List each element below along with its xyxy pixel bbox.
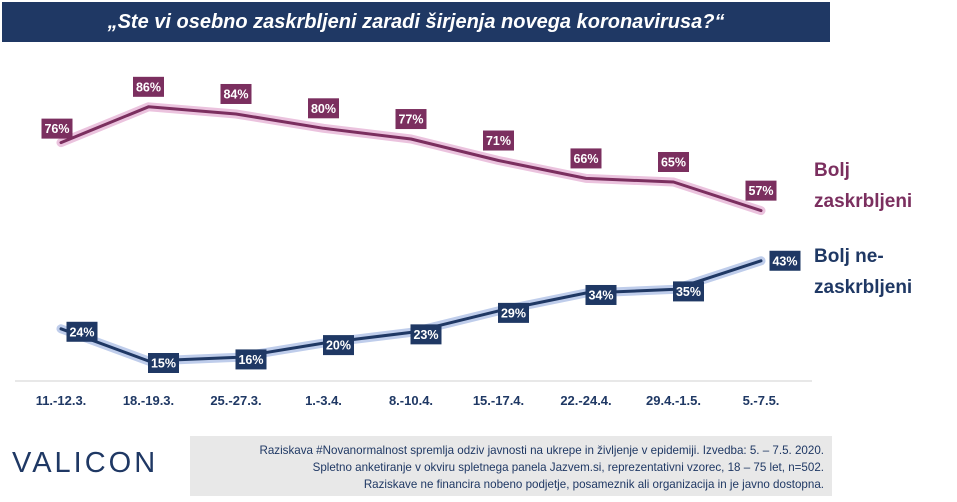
data-label: 15% xyxy=(151,357,176,371)
x-tick-label: 8.-10.4. xyxy=(389,393,433,408)
data-label: 34% xyxy=(588,288,613,302)
data-label: 76% xyxy=(44,122,69,136)
data-label: 57% xyxy=(748,184,773,198)
series-name-label: zaskrbljeni xyxy=(814,277,912,298)
x-tick-label: 1.-3.4. xyxy=(305,393,342,408)
data-label-box xyxy=(308,98,339,119)
data-label-box xyxy=(395,109,427,130)
data-label-box xyxy=(570,148,602,169)
data-label: 86% xyxy=(136,80,161,94)
data-label-box xyxy=(220,83,252,104)
data-label: 71% xyxy=(486,134,511,148)
data-label-box xyxy=(585,284,617,305)
x-tick-label: 29.4.-1.5. xyxy=(646,393,701,408)
data-label-box xyxy=(769,250,801,271)
data-label-box xyxy=(673,281,704,302)
data-label-box xyxy=(235,349,267,370)
chart-title: „Ste vi osebno zaskrbljeni zaradi širjen… xyxy=(2,2,830,42)
data-label: 23% xyxy=(413,328,438,342)
data-label: 66% xyxy=(573,152,598,166)
data-label: 77% xyxy=(398,113,423,127)
data-label: 29% xyxy=(501,306,526,320)
footnote: Raziskava #Novanormalnost spremlja odziv… xyxy=(190,436,832,496)
data-label: 24% xyxy=(69,325,94,339)
data-label: 43% xyxy=(772,254,797,268)
series-name-label: Bolj ne- xyxy=(814,246,884,267)
series-glow-2 xyxy=(56,256,766,366)
x-tick-label: 18.-19.3. xyxy=(123,393,174,408)
line-chart: 11.-12.3. 18.-19.3. 25.-27.3. 1.-3.4. 8.-10.… xyxy=(15,76,912,408)
x-tick-label: 11.-12.3. xyxy=(36,393,87,408)
data-label-box xyxy=(498,302,529,323)
footnote-line-2: Spletno anketiranje v okviru spletnega p… xyxy=(312,461,824,474)
data-label: 80% xyxy=(311,102,336,116)
data-label-box xyxy=(745,180,777,201)
series-line-1 xyxy=(59,105,763,213)
data-label: 35% xyxy=(676,285,701,299)
data-label: 16% xyxy=(238,353,263,367)
data-label-box xyxy=(483,130,514,151)
data-label: 65% xyxy=(661,156,686,170)
data-label-box xyxy=(323,335,354,356)
x-tick-label: 5.-7.5. xyxy=(743,393,780,408)
series-line-2 xyxy=(59,259,763,363)
x-tick-label: 25.-27.3. xyxy=(210,393,261,408)
data-label-box xyxy=(410,324,442,345)
data-label-box xyxy=(658,152,689,172)
footnote-line-1: Raziskava #Novanormalnost spremlja odziv… xyxy=(259,444,824,457)
data-label-box xyxy=(148,353,179,373)
data-label-box xyxy=(133,76,164,97)
data-label-box xyxy=(66,321,98,342)
footnote-line-3: Raziskave ne financira nobeno podjetje, … xyxy=(363,478,824,491)
series-name-label: zaskrbljeni xyxy=(814,191,912,212)
data-label: 84% xyxy=(223,87,248,101)
data-label-box xyxy=(41,118,73,139)
series-name-label: Bolj xyxy=(814,160,850,181)
data-label: 20% xyxy=(326,339,351,353)
x-tick-label: 22.-24.4. xyxy=(560,393,611,408)
x-tick-label: 15.-17.4. xyxy=(473,393,524,408)
valicon-logo: VALICON xyxy=(12,447,159,479)
